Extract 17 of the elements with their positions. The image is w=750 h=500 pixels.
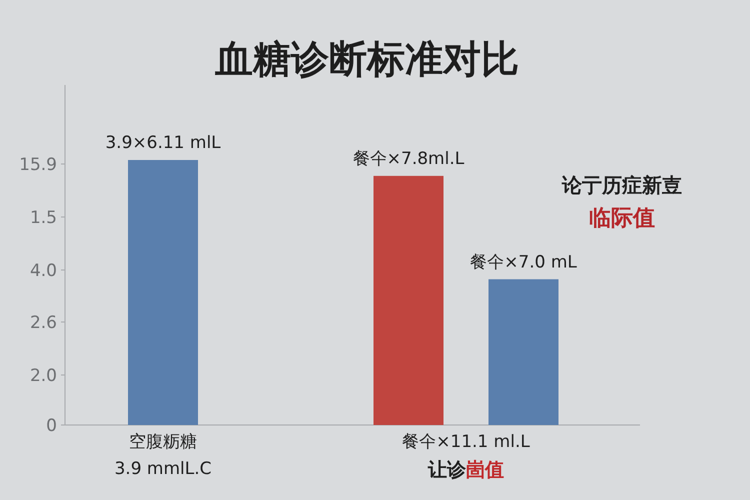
text: 2.0 [30,366,57,386]
text: 1.5 [30,208,57,228]
annotation: 餐仐×7.0 mL [470,252,578,272]
text: 3.9×6.11 mlL [105,133,222,153]
text: 崮值 [466,459,504,481]
text: 15.9 [19,155,57,175]
text: 2.6 [30,313,57,333]
annotation: 论亍历症新壴 [561,173,682,197]
annotation: 临际值 [589,206,655,231]
text: 4.0 [30,261,57,281]
text: 让诊 [427,459,467,481]
chart-title: 血糖诊断标准对比 [214,37,519,81]
text: 3.9 mmlL.C [114,459,212,479]
text: 0 [46,416,57,436]
x-tick-label: 空腹粝糖 [129,432,197,452]
x-tick-label: 餐仐×11.1 ml.L [402,432,530,452]
annotation: 餐仐×7.8ml.L [352,148,465,169]
